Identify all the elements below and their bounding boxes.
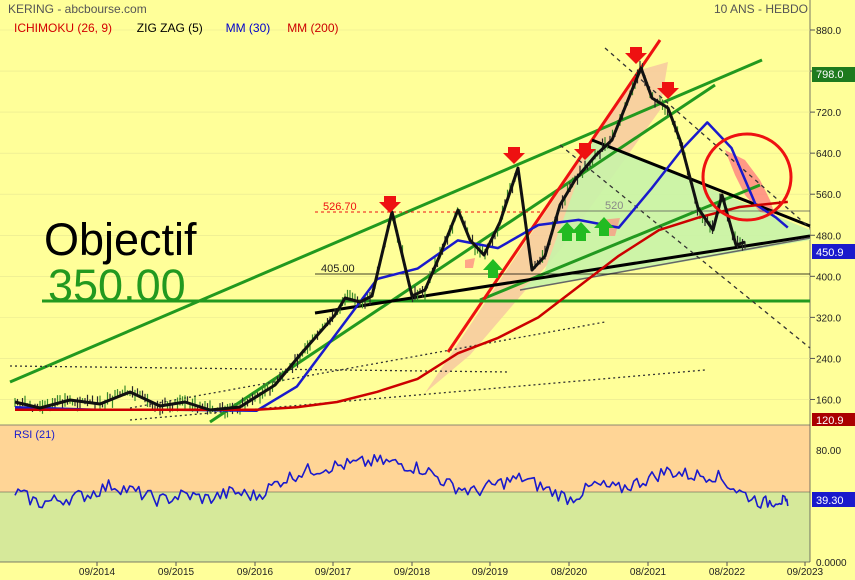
up-arrow — [557, 222, 577, 241]
rsi-value-tag: 39.30 — [816, 495, 844, 507]
legend-item: MM (200) — [287, 21, 338, 35]
rsi-title: RSI (21) — [14, 429, 55, 441]
x-tick-label: 09/2014 — [79, 567, 116, 578]
rsi-value-bg — [812, 492, 855, 507]
x-tick-label: 09/2023 — [787, 567, 824, 578]
price-tick-label: 640.0 — [816, 149, 841, 160]
x-tick-label: 09/2017 — [315, 567, 352, 578]
red-cloud-3 — [465, 258, 475, 268]
series-line — [15, 200, 788, 411]
indicator-legend: ICHIMOKU (26, 9) ZIG ZAG (5) MM (30) MM (20… — [14, 21, 339, 35]
rsi-line — [14, 453, 789, 509]
level-526-label: 526.70 — [323, 201, 357, 213]
rsi-tick-label: 80.00 — [816, 446, 841, 457]
up-arrow — [594, 217, 614, 236]
channel-lower-green — [209, 83, 716, 424]
x-tick-label: 08/2020 — [551, 567, 588, 578]
triangle-lower-black — [314, 234, 811, 315]
rsi-axis: 80.00 0.0000 — [816, 446, 847, 569]
price-tick-label: 320.0 — [816, 313, 841, 324]
legend-item: MM (30) — [226, 21, 271, 35]
price-axis: 880.0800.0720.0640.0560.0480.0400.0320.0… — [810, 26, 841, 406]
x-tick-label: 09/2015 — [158, 567, 195, 578]
level-405-label: 405.00 — [321, 263, 355, 275]
rsi-tick-label: 0.0000 — [816, 558, 847, 569]
red-cloud-1 — [725, 150, 775, 215]
moving-averages — [14, 121, 789, 413]
level-520-label: 520 — [605, 200, 623, 212]
rsi-line-group — [14, 453, 789, 509]
current-price-bg — [812, 244, 855, 259]
rsi-lower-zone — [0, 492, 810, 562]
legend-item: ICHIMOKU (26, 9) — [14, 21, 112, 35]
triangle-lower-gray — [519, 237, 811, 291]
price-tick-label: 560.0 — [816, 190, 841, 201]
down-arrow — [503, 147, 525, 164]
dotted-trend-5 — [559, 144, 811, 349]
down-arrow — [625, 47, 647, 64]
x-tick-label: 09/2016 — [237, 567, 274, 578]
objective-value: 350.00 — [48, 260, 186, 311]
dotted-trend-4 — [604, 47, 811, 229]
low-tag: 120.9 — [816, 415, 844, 427]
high-tag: 798.0 — [816, 69, 844, 81]
down-arrow — [574, 143, 596, 160]
pivot-arrows — [379, 47, 679, 278]
down-arrow — [379, 196, 401, 213]
channel-upper-green — [9, 58, 763, 384]
period-label: 10 ANS - HEBDO — [714, 2, 808, 16]
legend-item: ZIG ZAG (5) — [137, 21, 203, 35]
rsi-upper-zone — [0, 425, 810, 492]
x-axis: 09/2014 09/2015 09/2016 09/2017 09/2018 09/20… — [79, 562, 824, 578]
objective-title: Objectif — [44, 214, 197, 265]
dotted-trend-2 — [129, 321, 606, 409]
up-arrow — [483, 259, 503, 278]
dotted-trend-3 — [129, 369, 706, 421]
series-line — [14, 121, 789, 413]
x-tick-label: 08/2021 — [630, 567, 667, 578]
price-tick-label: 720.0 — [816, 108, 841, 119]
source-title: KERING - abcbourse.com — [8, 2, 147, 16]
x-tick-label: 09/2018 — [394, 567, 431, 578]
up-arrow — [571, 222, 591, 241]
high-tag-bg — [812, 67, 855, 82]
low-tag-bg — [812, 413, 855, 426]
zigzag-line — [14, 66, 746, 412]
red-highlight-circle — [701, 132, 793, 222]
price-tick-label: 880.0 — [816, 26, 841, 37]
price-tick-label: 480.0 — [816, 231, 841, 242]
current-price-tag: 450.9 — [816, 247, 844, 259]
x-tick-label: 09/2019 — [472, 567, 509, 578]
price-tick-label: 240.0 — [816, 354, 841, 365]
price-tick-label: 160.0 — [816, 395, 841, 406]
price-tick-label: 400.0 — [816, 272, 841, 283]
dotted-trend-1 — [9, 365, 511, 373]
down-arrow — [657, 82, 679, 99]
x-tick-label: 08/2022 — [709, 567, 746, 578]
